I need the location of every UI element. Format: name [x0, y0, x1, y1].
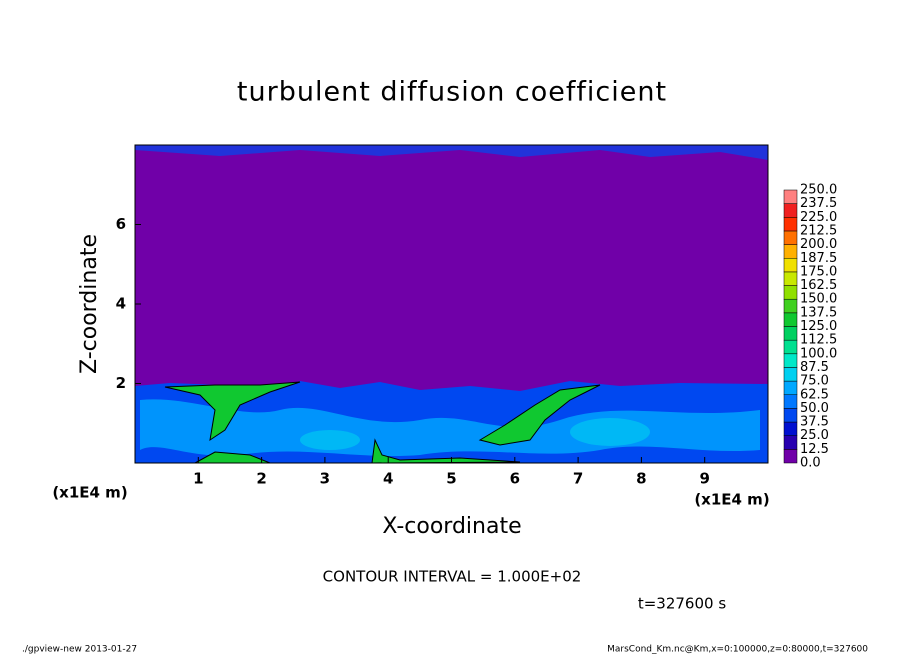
field-peak [478, 384, 601, 446]
colorbar-segment [783, 449, 798, 464]
colorbar-label: 250.0 [800, 183, 837, 198]
colorbar-label: 137.5 [800, 305, 837, 320]
colorbar-label: 25.0 [800, 428, 829, 443]
field-swirl [300, 430, 360, 450]
y-tick-label: 2 [116, 374, 126, 392]
colorbar-segment [783, 298, 798, 314]
colorbar-label: 62.5 [800, 387, 829, 402]
colorbar-segment [783, 353, 798, 368]
colorbar-segment [783, 435, 798, 450]
colorbar-label: 75.0 [800, 374, 829, 389]
x-tick-label: 3 [320, 470, 330, 488]
colorbar-label: 150.0 [800, 292, 837, 307]
colorbar-segment [783, 285, 798, 300]
field-peak [371, 438, 521, 464]
y-tick-label: 4 [116, 295, 126, 313]
colorbar-label: 125.0 [800, 319, 837, 334]
colorbar-label: 200.0 [800, 237, 837, 252]
colorbar-label: 12.5 [800, 442, 829, 457]
x-tick-label: 7 [573, 470, 583, 488]
colorbar-label: 50.0 [800, 401, 829, 416]
colorbar-segment [783, 230, 798, 245]
colorbar-label: 175.0 [800, 264, 837, 279]
x-tick-label: 5 [446, 470, 456, 488]
colorbar-segment [783, 244, 798, 259]
colorbar-segment [783, 339, 798, 355]
contour-interval: CONTOUR INTERVAL = 1.000E+02 [323, 568, 582, 586]
colorbar-segment [783, 189, 798, 204]
x-tick-label: 2 [256, 470, 266, 488]
colorbar-label: 37.5 [800, 415, 829, 430]
field-peak [164, 381, 301, 442]
y-unit: (x1E4 m) [52, 484, 127, 502]
y-tick-label: 6 [116, 215, 126, 233]
y-axis-label: Z-coordinate [77, 234, 102, 374]
colorbar-segment [783, 394, 798, 409]
colorbar-segment [783, 312, 798, 327]
colorbar-segment [783, 203, 798, 218]
field-top [135, 145, 768, 160]
colorbar-label: 225.0 [800, 210, 837, 225]
x-tick-label: 4 [383, 470, 393, 488]
colorbar-label: 212.5 [800, 223, 837, 238]
colorbar-label: 112.5 [800, 333, 837, 348]
colorbar-label: 0.0 [800, 456, 821, 471]
field-swirl [570, 418, 650, 446]
field [135, 145, 768, 464]
colorbar-segment [783, 271, 798, 286]
colorbar-label: 162.5 [800, 278, 837, 293]
colorbar-segment [783, 258, 798, 273]
colorbar-label: 87.5 [800, 360, 829, 375]
colorbar-segment [783, 367, 798, 382]
colorbar-segment [783, 217, 798, 232]
chart-title: turbulent diffusion coefficient [237, 77, 667, 108]
x-unit: (x1E4 m) [694, 491, 769, 509]
colorbar-label: 100.0 [800, 346, 837, 361]
colorbar-label: 187.5 [800, 251, 837, 266]
x-tick-label: 6 [510, 470, 520, 488]
footer-left: ./gpview-new 2013-01-27 [22, 645, 137, 655]
time-label: t=327600 s [638, 595, 726, 613]
x-tick-label: 8 [636, 470, 646, 488]
colorbar-segment [783, 326, 798, 341]
x-tick-label: 9 [699, 470, 709, 488]
colorbar-segment [783, 380, 798, 396]
colorbar-segment [783, 421, 798, 436]
x-tick-label: 1 [193, 470, 203, 488]
colorbar-segment [783, 408, 798, 423]
footer-right: MarsCond_Km.nc@Km,x=0:100000,z=0:80000,t… [607, 645, 868, 655]
colorbar-label: 237.5 [800, 196, 837, 211]
x-axis-label: X-coordinate [382, 514, 521, 539]
